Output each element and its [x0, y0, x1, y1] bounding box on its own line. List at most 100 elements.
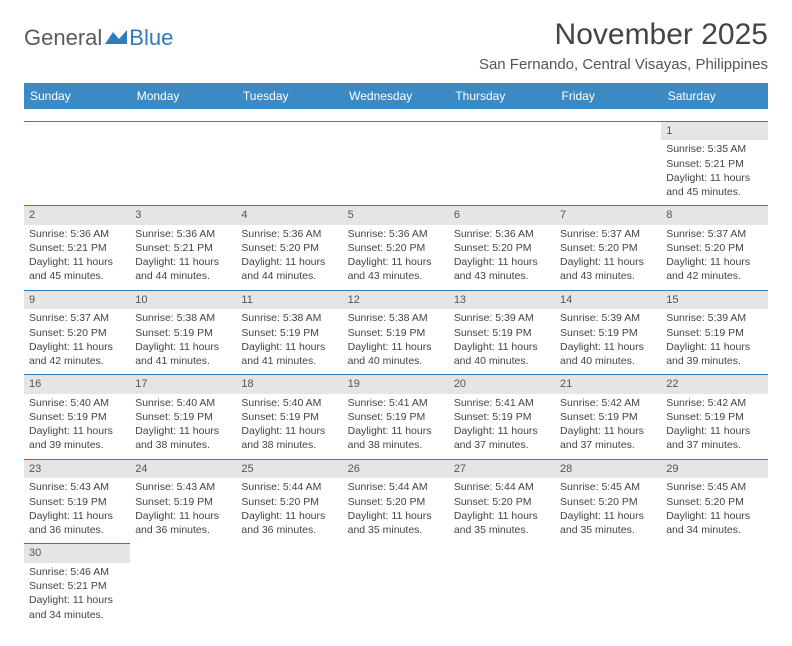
sunrise-text: Sunrise: 5:38 AM [348, 311, 444, 325]
daylight-line2: and 45 minutes. [29, 269, 125, 283]
sunrise-text: Sunrise: 5:36 AM [29, 227, 125, 241]
day-cell: 23Sunrise: 5:43 AMSunset: 5:19 PMDayligh… [24, 459, 130, 544]
sunset-text: Sunset: 5:19 PM [241, 410, 337, 424]
day-cell: 29Sunrise: 5:45 AMSunset: 5:20 PMDayligh… [661, 459, 767, 544]
daylight-line1: Daylight: 11 hours [241, 255, 337, 269]
sunrise-text: Sunrise: 5:36 AM [135, 227, 231, 241]
daylight-line2: and 37 minutes. [560, 438, 656, 452]
daylight-line2: and 39 minutes. [666, 354, 762, 368]
daylight-line1: Daylight: 11 hours [454, 424, 550, 438]
day-cell: 18Sunrise: 5:40 AMSunset: 5:19 PMDayligh… [236, 375, 342, 460]
day-body: Sunrise: 5:37 AMSunset: 5:20 PMDaylight:… [555, 225, 661, 290]
daylight-line1: Daylight: 11 hours [241, 509, 337, 523]
sunrise-text: Sunrise: 5:39 AM [454, 311, 550, 325]
day-number: 30 [24, 544, 130, 563]
sunset-text: Sunset: 5:20 PM [666, 241, 762, 255]
day-body: Sunrise: 5:40 AMSunset: 5:19 PMDaylight:… [236, 394, 342, 459]
calendar-table: SundayMondayTuesdayWednesdayThursdayFrid… [24, 83, 768, 628]
day-cell: 15Sunrise: 5:39 AMSunset: 5:19 PMDayligh… [661, 290, 767, 375]
day-cell: 22Sunrise: 5:42 AMSunset: 5:19 PMDayligh… [661, 375, 767, 460]
sunrise-text: Sunrise: 5:42 AM [666, 396, 762, 410]
day-cell: 28Sunrise: 5:45 AMSunset: 5:20 PMDayligh… [555, 459, 661, 544]
daylight-line2: and 41 minutes. [241, 354, 337, 368]
weekday-header: Saturday [661, 83, 767, 109]
sunset-text: Sunset: 5:20 PM [560, 241, 656, 255]
day-number: 16 [24, 375, 130, 394]
day-number: 4 [236, 206, 342, 225]
daylight-line1: Daylight: 11 hours [666, 424, 762, 438]
sunrise-text: Sunrise: 5:45 AM [666, 480, 762, 494]
day-number: 1 [661, 122, 767, 141]
daylight-line1: Daylight: 11 hours [666, 340, 762, 354]
day-body: Sunrise: 5:39 AMSunset: 5:19 PMDaylight:… [449, 309, 555, 374]
day-number: 12 [343, 291, 449, 310]
sunset-text: Sunset: 5:20 PM [666, 495, 762, 509]
daylight-line2: and 36 minutes. [241, 523, 337, 537]
daylight-line1: Daylight: 11 hours [241, 340, 337, 354]
day-number: 24 [130, 460, 236, 479]
day-cell: 19Sunrise: 5:41 AMSunset: 5:19 PMDayligh… [343, 375, 449, 460]
sunrise-text: Sunrise: 5:46 AM [29, 565, 125, 579]
sunset-text: Sunset: 5:19 PM [29, 410, 125, 424]
day-body: Sunrise: 5:38 AMSunset: 5:19 PMDaylight:… [343, 309, 449, 374]
daylight-line2: and 41 minutes. [135, 354, 231, 368]
sunset-text: Sunset: 5:21 PM [29, 241, 125, 255]
daylight-line2: and 40 minutes. [454, 354, 550, 368]
day-cell: 21Sunrise: 5:42 AMSunset: 5:19 PMDayligh… [555, 375, 661, 460]
location-text: San Fernando, Central Visayas, Philippin… [479, 56, 768, 73]
title-block: November 2025 San Fernando, Central Visa… [479, 18, 768, 73]
calendar-row: 30Sunrise: 5:46 AMSunset: 5:21 PMDayligh… [24, 544, 768, 628]
blank-row [24, 109, 768, 121]
sunrise-text: Sunrise: 5:35 AM [666, 142, 762, 156]
daylight-line1: Daylight: 11 hours [29, 340, 125, 354]
day-cell: 12Sunrise: 5:38 AMSunset: 5:19 PMDayligh… [343, 290, 449, 375]
day-number: 5 [343, 206, 449, 225]
empty-cell [343, 121, 449, 206]
sunrise-text: Sunrise: 5:44 AM [241, 480, 337, 494]
day-cell: 30Sunrise: 5:46 AMSunset: 5:21 PMDayligh… [24, 544, 130, 628]
empty-cell [130, 544, 236, 628]
sunrise-text: Sunrise: 5:42 AM [560, 396, 656, 410]
day-body: Sunrise: 5:45 AMSunset: 5:20 PMDaylight:… [661, 478, 767, 543]
daylight-line1: Daylight: 11 hours [348, 255, 444, 269]
daylight-line1: Daylight: 11 hours [666, 255, 762, 269]
daylight-line2: and 44 minutes. [241, 269, 337, 283]
empty-cell [555, 121, 661, 206]
day-number: 25 [236, 460, 342, 479]
day-body: Sunrise: 5:36 AMSunset: 5:20 PMDaylight:… [449, 225, 555, 290]
day-body: Sunrise: 5:44 AMSunset: 5:20 PMDaylight:… [343, 478, 449, 543]
daylight-line2: and 40 minutes. [348, 354, 444, 368]
day-number: 29 [661, 460, 767, 479]
day-cell: 6Sunrise: 5:36 AMSunset: 5:20 PMDaylight… [449, 206, 555, 291]
day-number: 8 [661, 206, 767, 225]
daylight-line1: Daylight: 11 hours [560, 340, 656, 354]
sunrise-text: Sunrise: 5:44 AM [454, 480, 550, 494]
day-body: Sunrise: 5:36 AMSunset: 5:20 PMDaylight:… [343, 225, 449, 290]
daylight-line1: Daylight: 11 hours [348, 509, 444, 523]
calendar-row: 16 Sunrise: 5:40 AMSunset: 5:19 PMDayligh… [24, 375, 768, 460]
day-cell: 14Sunrise: 5:39 AMSunset: 5:19 PMDayligh… [555, 290, 661, 375]
day-body: Sunrise: 5:41 AMSunset: 5:19 PMDaylight:… [449, 394, 555, 459]
empty-cell [449, 544, 555, 628]
daylight-line1: Daylight: 11 hours [666, 171, 762, 185]
weekday-header: Wednesday [343, 83, 449, 109]
day-number: 2 [24, 206, 130, 225]
empty-cell [24, 121, 130, 206]
sunset-text: Sunset: 5:20 PM [241, 241, 337, 255]
daylight-line1: Daylight: 11 hours [135, 255, 231, 269]
weekday-header: Thursday [449, 83, 555, 109]
day-number: 23 [24, 460, 130, 479]
sunrise-text: Sunrise: 5:38 AM [135, 311, 231, 325]
sunrise-text: Sunrise: 5:38 AM [241, 311, 337, 325]
empty-cell [449, 121, 555, 206]
day-cell: 1Sunrise: 5:35 AMSunset: 5:21 PMDaylight… [661, 121, 767, 206]
daylight-line2: and 38 minutes. [241, 438, 337, 452]
day-number: 20 [449, 375, 555, 394]
daylight-line2: and 43 minutes. [454, 269, 550, 283]
day-cell: 4Sunrise: 5:36 AMSunset: 5:20 PMDaylight… [236, 206, 342, 291]
sunset-text: Sunset: 5:20 PM [560, 495, 656, 509]
sunrise-text: Sunrise: 5:44 AM [348, 480, 444, 494]
day-body: Sunrise: 5:38 AMSunset: 5:19 PMDaylight:… [236, 309, 342, 374]
daylight-line1: Daylight: 11 hours [454, 255, 550, 269]
daylight-line2: and 44 minutes. [135, 269, 231, 283]
